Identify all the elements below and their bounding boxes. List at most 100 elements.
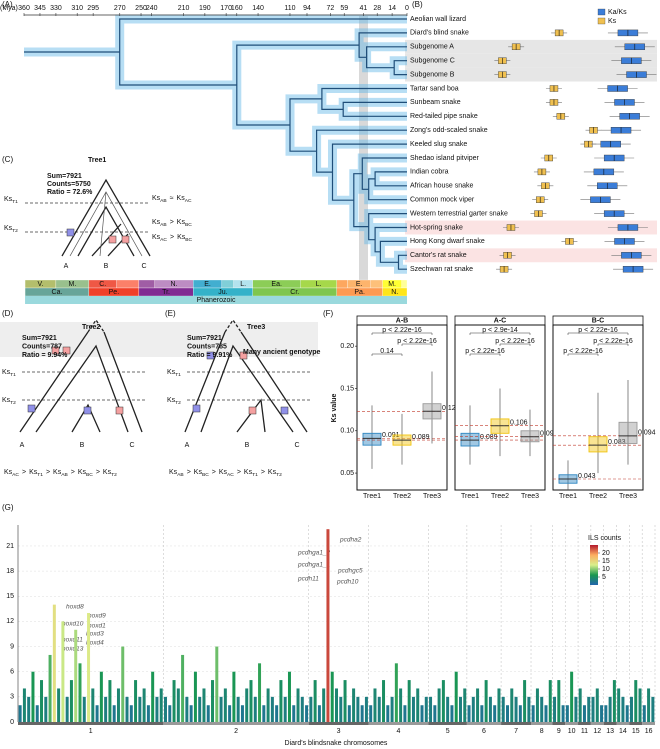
bar bbox=[305, 705, 309, 722]
time-unit-label: V. bbox=[37, 281, 43, 288]
bar bbox=[18, 705, 22, 722]
chromosome-band bbox=[501, 722, 532, 725]
ks-subscript: T2 bbox=[10, 400, 16, 406]
ks-base: Ks bbox=[177, 195, 186, 202]
gene-label: hoxd4 bbox=[86, 640, 104, 647]
time-unit-label: Pa. bbox=[354, 289, 365, 296]
chromosome-band bbox=[603, 722, 617, 725]
gene-marker bbox=[248, 406, 257, 415]
chromosome-band bbox=[163, 722, 309, 725]
species-label: Aeolian wall lizard bbox=[410, 16, 466, 23]
bar bbox=[108, 680, 112, 722]
colorbar-title: ILS counts bbox=[588, 535, 622, 542]
relation-symbol: > bbox=[46, 469, 50, 476]
bar bbox=[458, 696, 462, 722]
y-tick-label: 0.20 bbox=[340, 343, 354, 350]
panel-label: (G) bbox=[2, 503, 14, 512]
species-tree bbox=[184, 331, 308, 433]
x-tick-label: Tree2 bbox=[589, 493, 607, 500]
relation-symbol: ≈ bbox=[170, 195, 174, 202]
bar bbox=[313, 680, 317, 722]
species-label: Shedao island pitviper bbox=[410, 155, 480, 162]
species-label: Subgenome A bbox=[410, 44, 454, 51]
bar bbox=[604, 705, 608, 722]
bar bbox=[625, 705, 629, 722]
ks-base: Ks bbox=[152, 195, 161, 202]
species-label: Hong Kong dwarf snake bbox=[410, 238, 485, 245]
relation: KsAB > KsBC bbox=[152, 219, 192, 228]
species-label: Subgenome B bbox=[410, 71, 455, 78]
bar bbox=[433, 705, 437, 722]
bar bbox=[69, 680, 73, 722]
y-tick-label: 0.10 bbox=[340, 428, 354, 435]
ks-base: Ks bbox=[29, 469, 38, 476]
panel-label: (F) bbox=[323, 309, 334, 318]
gene-label: pcdhgc5 bbox=[337, 568, 363, 575]
species-label: Sunbeam snake bbox=[410, 99, 461, 106]
ks-label: KsT2 bbox=[2, 397, 16, 406]
time-unit-label: M. bbox=[388, 281, 396, 288]
panel-label: (C) bbox=[2, 155, 13, 164]
y-tick-label: 0 bbox=[10, 719, 14, 726]
tree bbox=[24, 18, 407, 270]
bar bbox=[163, 696, 167, 722]
chromosome-band bbox=[428, 722, 467, 725]
bar bbox=[634, 680, 638, 722]
significance-bracket bbox=[597, 343, 629, 346]
bar bbox=[245, 688, 249, 722]
x-tick-label: 270 bbox=[114, 5, 126, 12]
ks-base: Ks bbox=[169, 469, 178, 476]
time-unit bbox=[370, 279, 383, 289]
bar bbox=[65, 696, 69, 722]
tree-stat: Counts=5750 bbox=[47, 181, 91, 188]
p-value: p < 2.22e-16 bbox=[563, 348, 603, 355]
bar bbox=[399, 688, 403, 722]
chromosome-label: 1 bbox=[89, 728, 93, 735]
bar bbox=[31, 671, 35, 722]
bar bbox=[215, 646, 219, 722]
ks-base: Ks bbox=[78, 469, 87, 476]
bar bbox=[600, 705, 604, 722]
ks-subscript: BC bbox=[185, 222, 192, 228]
backgrounds bbox=[405, 39, 657, 263]
chromosome-label: 9 bbox=[557, 728, 561, 735]
bar bbox=[335, 688, 338, 722]
ks-base: Ks bbox=[2, 397, 11, 404]
tree-title: Tree3 bbox=[247, 324, 265, 331]
bar bbox=[91, 688, 95, 722]
median-label: 0.123 bbox=[442, 405, 460, 412]
chromosome-label: 8 bbox=[540, 728, 544, 735]
gene-marker bbox=[83, 406, 92, 415]
ks-subscript: T2 bbox=[12, 228, 18, 234]
relation: KsAB > KsBC > KsAC > KsT1 > KsT2 bbox=[169, 469, 282, 478]
gene-label: hoxd10 bbox=[62, 621, 84, 628]
gene-marker bbox=[27, 404, 36, 413]
ks-base: Ks bbox=[4, 469, 13, 476]
bar bbox=[142, 688, 146, 722]
bar bbox=[424, 696, 428, 722]
bar bbox=[493, 705, 497, 722]
chromosome-label: 2 bbox=[234, 728, 238, 735]
ks-subscript: AB bbox=[160, 222, 167, 228]
bar bbox=[172, 680, 176, 722]
y-tick-label: 0.05 bbox=[340, 470, 354, 477]
bar bbox=[44, 696, 48, 722]
species-label: Tartar sand boa bbox=[410, 85, 459, 92]
bar bbox=[95, 705, 99, 722]
row-highlight bbox=[405, 67, 657, 82]
legend-label: Ks bbox=[608, 18, 617, 25]
bar bbox=[557, 680, 561, 722]
bar bbox=[369, 705, 373, 722]
ks-base: Ks bbox=[219, 469, 228, 476]
bar bbox=[407, 680, 411, 722]
bar bbox=[565, 705, 569, 722]
bar bbox=[608, 696, 612, 722]
bar bbox=[300, 696, 304, 722]
bar bbox=[621, 696, 625, 722]
y-tick-label: 9 bbox=[10, 643, 14, 650]
bar bbox=[591, 696, 595, 722]
bar bbox=[480, 705, 484, 722]
p-value: p < 2.22e-16 bbox=[465, 348, 505, 355]
bar bbox=[339, 696, 343, 722]
ks-base: Ks bbox=[167, 369, 176, 376]
